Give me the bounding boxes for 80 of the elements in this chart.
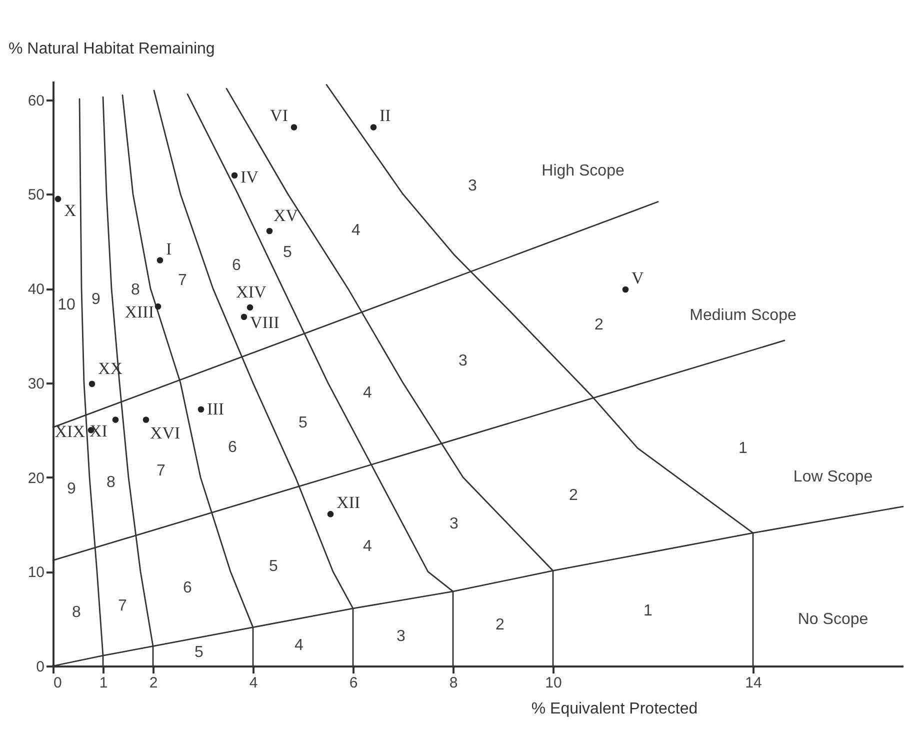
x-tick-label: 0: [54, 674, 62, 692]
annotation: High Scope: [542, 162, 624, 180]
point: [156, 257, 164, 264]
data-label: VIII: [250, 312, 280, 332]
annotation: 5: [269, 558, 278, 575]
data-label: XII: [336, 493, 360, 512]
annotation: 1: [644, 602, 653, 620]
annotation: 4: [294, 637, 304, 654]
point: [198, 406, 204, 413]
annotation: 8: [72, 604, 82, 622]
data-label: XIII: [124, 302, 154, 322]
annotation: 5: [194, 644, 204, 661]
point: [142, 416, 150, 423]
y-tick-label: 20: [28, 470, 44, 487]
annotation: 10: [58, 296, 76, 314]
data-label: I: [166, 239, 172, 258]
point: [622, 286, 629, 293]
annotation: 7: [118, 598, 128, 615]
x-tick-label: 4: [249, 674, 258, 692]
annotation: 4: [363, 538, 372, 556]
annotation: 6: [183, 580, 192, 597]
annotation: 7: [178, 272, 188, 290]
annotation: 9: [67, 480, 76, 498]
point: [290, 124, 298, 130]
x-tick-label: 6: [349, 674, 358, 692]
annotation: 8: [106, 474, 116, 492]
x-tick-label: 10: [545, 674, 562, 692]
y-tick-label: 40: [28, 281, 44, 298]
y-tick-label: 10: [28, 564, 44, 582]
x-axis-title: % Equivalent Protected: [531, 700, 698, 718]
y-axis-title: % Natural Habitat Remaining: [8, 40, 215, 58]
annotation: 3: [458, 352, 468, 370]
annotation: Medium Scope: [690, 307, 796, 324]
annotation: 4: [352, 222, 361, 240]
data-label: VI: [270, 106, 288, 126]
annotation: 6: [228, 439, 238, 456]
x-tick-label: 2: [149, 674, 158, 692]
point: [266, 228, 273, 234]
annotation: 2: [496, 616, 505, 634]
data-label: XVI: [150, 424, 181, 443]
annotation: 2: [569, 487, 578, 504]
annotation: Low Scope: [793, 468, 873, 486]
annotation: 1: [738, 440, 748, 458]
data-label: III: [207, 399, 224, 418]
y-tick-label: 30: [28, 375, 44, 392]
x-tick-label: 1: [99, 674, 108, 692]
annotation: 5: [283, 244, 292, 261]
data-label: II: [380, 106, 392, 126]
y-tick-label: 0: [36, 658, 44, 676]
point: [154, 303, 162, 310]
y-tick-label: 60: [28, 92, 44, 110]
data-label: XV: [274, 206, 299, 226]
annotation: 3: [396, 628, 406, 645]
x-tick-label: 14: [745, 674, 762, 692]
point: [88, 380, 96, 388]
annotation: 3: [468, 178, 478, 195]
data-label: X: [64, 200, 76, 220]
annotation: 3: [450, 516, 459, 533]
data-label: V: [632, 268, 644, 288]
annotation: 2: [594, 316, 604, 334]
annotation: No Scope: [798, 610, 868, 628]
annotation: 8: [131, 282, 140, 299]
data-label: XIX: [54, 422, 85, 442]
point: [370, 124, 377, 130]
point: [112, 416, 119, 423]
annotation: 9: [92, 290, 101, 308]
data-label: XIV: [236, 282, 267, 302]
annotation: 5: [298, 414, 308, 432]
point: [231, 172, 238, 179]
y-tick-label: 50: [28, 186, 44, 204]
annotation: 4: [363, 384, 372, 402]
point: [327, 510, 334, 518]
point: [54, 196, 62, 202]
data-label: XI: [90, 422, 108, 441]
point: [246, 304, 254, 311]
annotation: 6: [232, 256, 242, 274]
data-label: IV: [240, 167, 260, 186]
point: [240, 314, 248, 320]
x-tick-label: 8: [449, 674, 458, 692]
annotation: 7: [156, 462, 166, 480]
